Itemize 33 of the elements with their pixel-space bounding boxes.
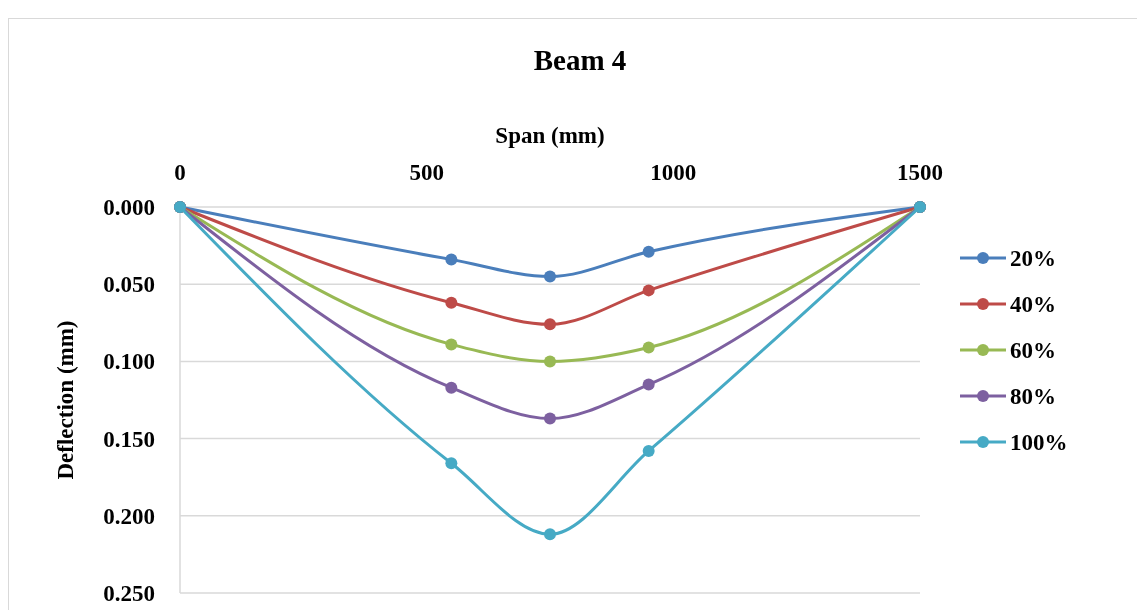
legend-label: 80%	[1010, 384, 1056, 410]
y-tick-label: 0.050	[103, 272, 155, 298]
x-tick-label: 1500	[897, 160, 943, 185]
point	[544, 528, 556, 541]
x-tick-label: 0	[174, 160, 186, 185]
x-axis-title: Span (mm)	[495, 123, 605, 148]
legend-label: 40%	[1010, 292, 1056, 318]
legend-label: 20%	[1010, 246, 1056, 272]
point	[544, 270, 556, 283]
y-tick-label: 0.200	[103, 503, 155, 529]
point	[642, 245, 655, 258]
point	[642, 444, 655, 457]
x-tick-label: 1000	[650, 160, 697, 185]
point	[445, 253, 458, 266]
point	[642, 284, 655, 297]
point	[642, 341, 655, 354]
point	[445, 296, 458, 309]
chart-title: Beam 4	[533, 44, 627, 76]
point	[544, 412, 556, 425]
point	[445, 381, 458, 394]
y-tick-label: 0.000	[103, 195, 155, 221]
y-tick-label: 0.150	[103, 426, 155, 452]
legend-label: 100%	[1010, 430, 1068, 456]
y-tick-label: 0.100	[103, 349, 155, 375]
x-tick-label: 500	[409, 160, 444, 185]
legend-label: 60%	[1010, 338, 1056, 364]
y-axis-title: Deflection (mm)	[53, 320, 78, 480]
point	[445, 338, 458, 351]
point	[445, 457, 458, 470]
point	[642, 378, 655, 391]
y-tick-label: 0.250	[103, 581, 155, 607]
point	[544, 355, 556, 368]
point	[544, 318, 556, 331]
